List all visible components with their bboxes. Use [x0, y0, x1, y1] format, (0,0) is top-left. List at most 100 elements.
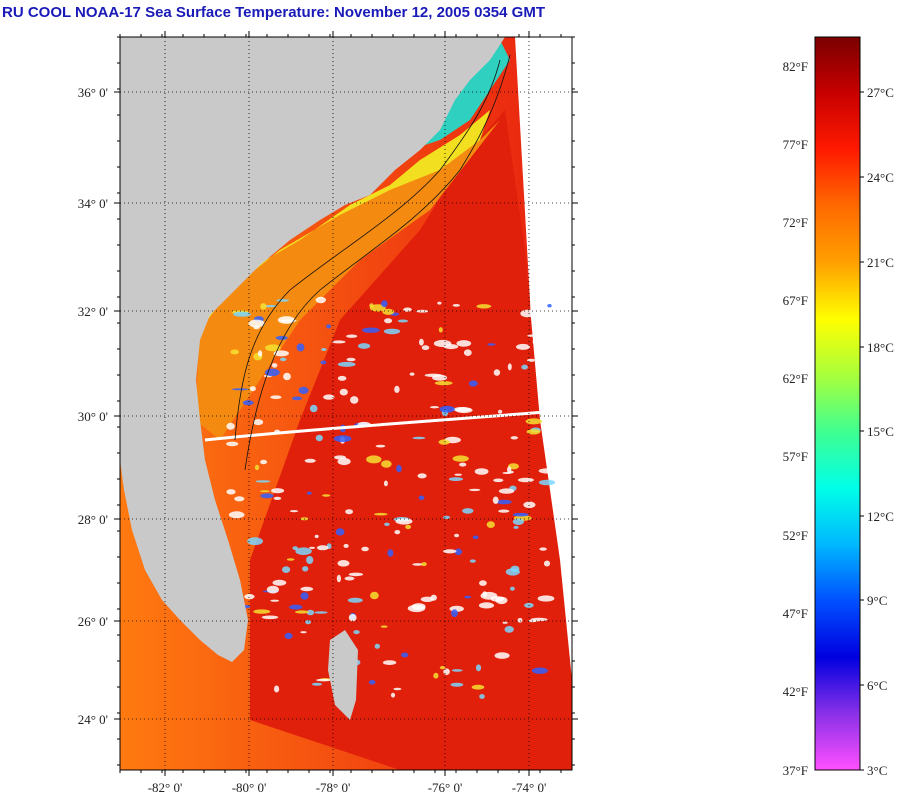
latitude-axis: 36° 0' 34° 0' 32° 0' 30° 0' 28° 0' 26° 0' 24° …	[78, 36, 578, 766]
cloud-patch	[539, 547, 547, 551]
cloud-patch	[384, 318, 393, 324]
cloud-patch	[411, 603, 426, 611]
cloud-patch	[316, 545, 329, 551]
cloud-patch	[337, 375, 347, 381]
cloud-patch	[517, 477, 534, 483]
swath-seam-line	[204, 410, 546, 442]
celsius-label: 15°C	[867, 424, 894, 439]
cloud-patch	[530, 617, 548, 622]
celsius-label: 27°C	[867, 85, 894, 100]
cloud-patch	[265, 344, 281, 352]
land-andros-island	[328, 630, 358, 720]
cloud-patch	[538, 468, 556, 474]
cloud-patch	[494, 652, 510, 659]
cloud-patch	[482, 591, 488, 598]
cloud-patch	[316, 678, 331, 682]
celsius-label: 12°C	[867, 509, 894, 524]
temperature-colorbar: 82°F 77°F 72°F 67°F 62°F 57°F 52°F 47°F 42°F 37°F…	[783, 36, 894, 778]
cloud-patch	[260, 459, 268, 465]
cloud-patch	[507, 363, 512, 371]
cloud-patch	[469, 559, 476, 563]
cloud-patch	[454, 533, 460, 538]
latitude-tick-label: 26° 0'	[78, 614, 108, 629]
cloud-patch	[326, 324, 331, 329]
cloud-patch	[487, 343, 496, 346]
cloud-patch	[295, 547, 312, 555]
longitude-tick-label: -82° 0'	[148, 780, 183, 795]
fahrenheit-label: 67°F	[783, 293, 808, 308]
cloud-patch	[452, 304, 460, 307]
cloud-patch	[337, 457, 351, 466]
cloud-patch	[502, 621, 508, 624]
cloud-patch	[271, 363, 278, 368]
cloud-patch	[384, 522, 390, 526]
cloud-patch	[321, 348, 327, 351]
cloud-patch	[362, 327, 380, 333]
cloud-patch	[486, 521, 495, 528]
cloud-patch	[527, 358, 536, 362]
shelf-contour-line	[234, 59, 501, 441]
celsius-labels: 27°C 24°C 21°C 18°C 15°C 12°C 9°C 6°C 3°C	[860, 85, 894, 778]
cloud-patch	[478, 602, 495, 609]
cloud-patch	[314, 534, 319, 539]
cloud-patch	[345, 509, 353, 515]
cloud-patch	[498, 488, 515, 494]
cloud-patch	[502, 472, 512, 474]
cloud-patch	[315, 434, 323, 442]
cloud-patch	[459, 462, 467, 467]
cloud-patch	[394, 385, 400, 393]
cloud-patch	[337, 361, 356, 367]
cloud-patch	[443, 549, 457, 554]
cloud-patch	[412, 436, 426, 440]
cloud-patch	[289, 604, 303, 610]
cloud-patch	[260, 490, 270, 493]
fahrenheit-label: 52°F	[783, 528, 808, 543]
cloud-patch	[271, 488, 285, 494]
cloud-patch	[333, 435, 352, 443]
cloud-patch	[512, 512, 529, 517]
cloud-patch	[507, 466, 512, 474]
longitude-tick-label: -80° 0'	[232, 780, 267, 795]
cloud-patch	[375, 444, 386, 448]
cloud-patch	[412, 563, 424, 566]
cloud-patch	[270, 395, 282, 400]
cloud-patch	[370, 591, 379, 600]
fahrenheit-label: 42°F	[783, 684, 808, 699]
cloud-patch	[314, 611, 328, 614]
longitude-tick-label: -74° 0'	[512, 780, 547, 795]
cloud-patch	[396, 464, 402, 473]
cloud-patch	[247, 537, 263, 546]
cloud-patch	[272, 579, 287, 586]
celsius-label: 6°C	[867, 678, 887, 693]
shelf-water-warm	[195, 120, 500, 440]
cloud-patch	[450, 682, 464, 687]
cloud-patch	[387, 549, 394, 557]
celsius-label: 21°C	[867, 255, 894, 270]
cloud-patch	[231, 388, 249, 391]
cloud-patch	[543, 560, 551, 567]
cloud-patch	[498, 409, 503, 414]
cloud-patch	[276, 299, 290, 302]
cloud-patch	[304, 458, 316, 463]
cloud-patch	[305, 620, 311, 625]
shelf-water-cool	[200, 110, 490, 330]
fahrenheit-label: 57°F	[783, 449, 808, 464]
cloud-patch	[476, 304, 492, 309]
cloud-patch	[520, 309, 536, 318]
cloud-patch	[311, 682, 323, 686]
cloud-patch	[454, 548, 462, 556]
cloud-patch	[369, 304, 386, 312]
cloud-patch	[283, 372, 291, 381]
map-title: RU COOL NOAA-17 Sea Surface Temperature:…	[2, 4, 545, 21]
longitude-tick-label: -76° 0'	[428, 780, 463, 795]
cloud-patch	[344, 576, 355, 581]
land-mainland	[120, 37, 505, 662]
cloud-patch	[538, 479, 556, 486]
cloud-patch	[442, 515, 451, 520]
cloud-patch	[382, 660, 397, 665]
latitude-tick-label: 28° 0'	[78, 512, 108, 527]
cloud-patch	[430, 406, 439, 409]
cloud-patch	[438, 439, 450, 445]
cloud-patch	[226, 489, 236, 495]
